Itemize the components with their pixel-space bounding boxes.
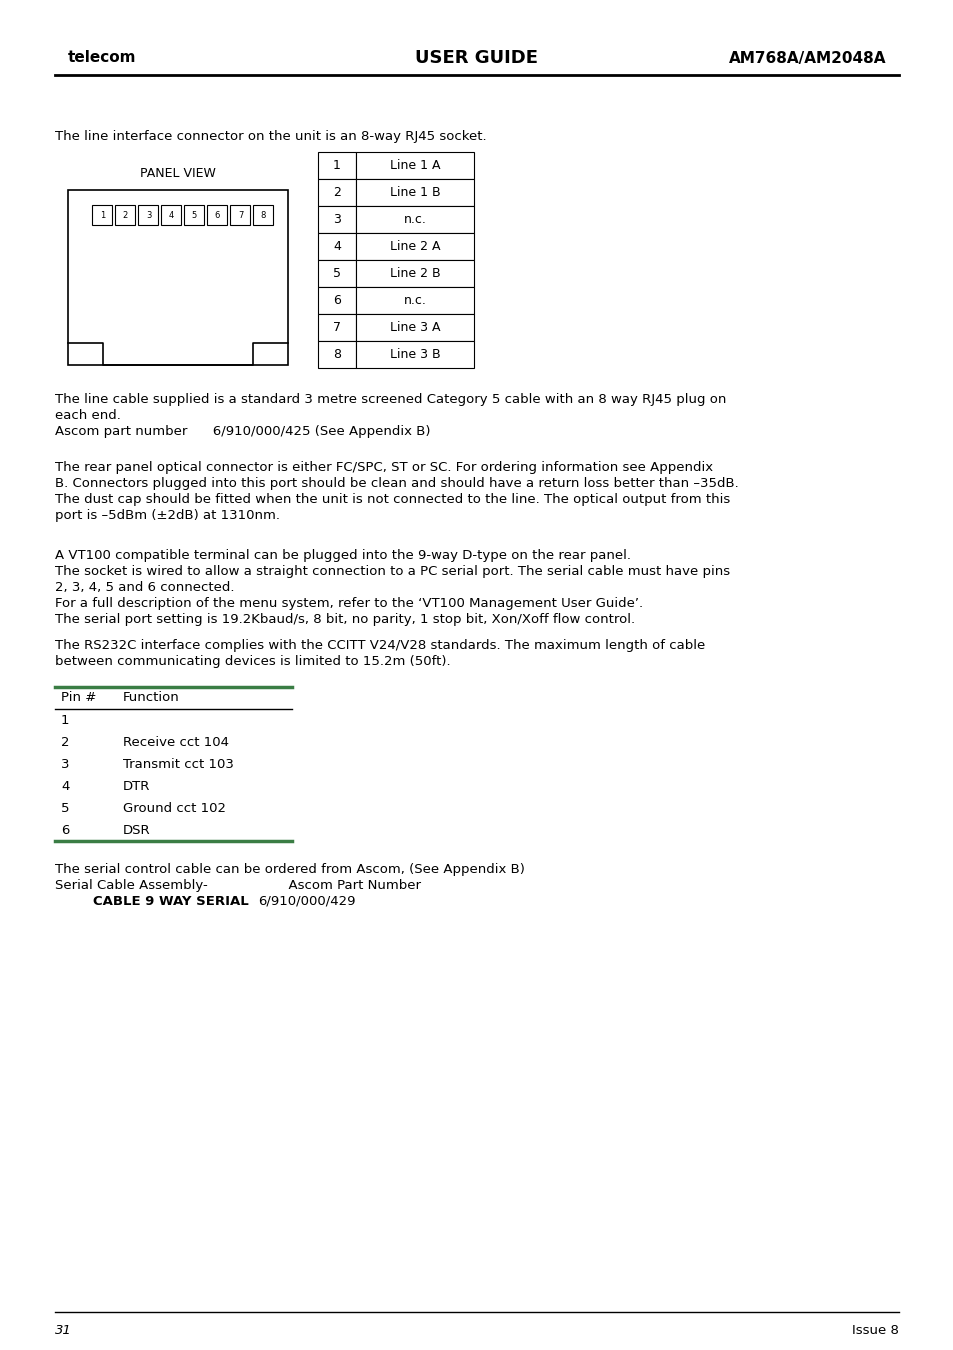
Text: The rear panel optical connector is either FC/SPC, ST or SC. For ordering inform: The rear panel optical connector is eith… [55,460,713,474]
Text: 7: 7 [237,211,243,220]
Text: each end.: each end. [55,409,121,423]
Text: Line 2 B: Line 2 B [389,267,440,279]
Text: AM768A/AM2048A: AM768A/AM2048A [728,50,885,66]
Bar [68,190,288,364]
Text: The serial port setting is 19.2Kbaud/s, 8 bit, no parity, 1 stop bit, Xon/Xoff f: The serial port setting is 19.2Kbaud/s, … [55,613,635,626]
Text: Line 1 A: Line 1 A [390,159,439,171]
Text: 5: 5 [333,267,340,279]
Text: Line 3 A: Line 3 A [390,321,439,333]
Text: n.c.: n.c. [403,213,426,225]
Text: Line 1 B: Line 1 B [389,186,440,198]
Text: telecom: telecom [68,50,136,66]
Bar [317,234,355,261]
Text: PANEL VIEW: PANEL VIEW [140,167,215,180]
Bar [231,205,251,225]
Bar [317,180,355,207]
Text: The RS232C interface complies with the CCITT V24/V28 standards. The maximum leng: The RS232C interface complies with the C… [55,639,704,652]
Text: between communicating devices is limited to 15.2m (50ft).: between communicating devices is limited… [55,655,450,668]
Bar [161,205,181,225]
Text: 2: 2 [333,186,340,198]
Text: 4: 4 [333,240,340,252]
Text: 1: 1 [61,714,70,728]
Text: 2: 2 [123,211,128,220]
Bar [115,205,135,225]
Text: port is –5dBm (±2dB) at 1310nm.: port is –5dBm (±2dB) at 1310nm. [55,509,280,522]
Bar [355,315,474,342]
Text: 7: 7 [333,321,340,333]
Bar [138,205,158,225]
Text: Receive cct 104: Receive cct 104 [123,736,229,749]
Text: Issue 8: Issue 8 [851,1323,898,1336]
Text: The socket is wired to allow a straight connection to a PC serial port. The seri: The socket is wired to allow a straight … [55,566,729,578]
Text: Ground cct 102: Ground cct 102 [123,802,226,815]
Bar [317,153,355,180]
Text: 5: 5 [192,211,197,220]
Text: Pin #: Pin # [61,691,96,703]
Text: The dust cap should be fitted when the unit is not connected to the line. The op: The dust cap should be fitted when the u… [55,493,729,506]
Bar [184,205,204,225]
Text: Line 2 A: Line 2 A [390,240,439,252]
Text: The line cable supplied is a standard 3 metre screened Category 5 cable with an : The line cable supplied is a standard 3 … [55,393,725,406]
Text: 8: 8 [333,348,340,360]
Bar [317,261,355,288]
Bar [355,234,474,261]
Text: 8: 8 [260,211,266,220]
Text: 3: 3 [146,211,151,220]
Bar [355,180,474,207]
Text: 6: 6 [333,294,340,306]
Bar [355,342,474,369]
Text: 6: 6 [61,824,70,837]
Bar [355,207,474,234]
Text: 2: 2 [61,736,70,749]
Text: DTR: DTR [123,780,151,792]
Text: The line interface connector on the unit is an 8-way RJ45 socket.: The line interface connector on the unit… [55,130,486,143]
Text: 5: 5 [61,802,70,815]
Bar [317,288,355,315]
Text: 1: 1 [100,211,105,220]
Text: A VT100 compatible terminal can be plugged into the 9-way D-type on the rear pan: A VT100 compatible terminal can be plugg… [55,549,630,562]
Text: 1: 1 [333,159,340,171]
Bar [355,153,474,180]
Text: Line 3 B: Line 3 B [389,348,440,360]
Text: Serial Cable Assembly-                   Ascom Part Number: Serial Cable Assembly- Ascom Part Number [55,879,420,892]
Text: 4: 4 [61,780,70,792]
Text: USER GUIDE: USER GUIDE [416,49,537,68]
Text: 3: 3 [61,757,70,771]
Text: CABLE 9 WAY SERIAL: CABLE 9 WAY SERIAL [92,895,249,909]
Text: For a full description of the menu system, refer to the ‘VT100 Management User G: For a full description of the menu syste… [55,597,642,610]
Text: DSR: DSR [123,824,151,837]
Text: 31: 31 [55,1323,71,1336]
Text: B. Connectors plugged into this port should be clean and should have a return lo: B. Connectors plugged into this port sho… [55,477,738,490]
Text: Function: Function [123,691,179,703]
Text: Transmit cct 103: Transmit cct 103 [123,757,233,771]
Text: n.c.: n.c. [403,294,426,306]
Bar [253,205,274,225]
Text: The serial control cable can be ordered from Ascom, (See Appendix B): The serial control cable can be ordered … [55,863,524,876]
Text: 6: 6 [214,211,220,220]
Bar [355,261,474,288]
Bar [317,315,355,342]
Text: Ascom part number      6/910/000/425 (See Appendix B): Ascom part number 6/910/000/425 (See App… [55,425,430,437]
Bar [208,205,227,225]
Text: 4: 4 [169,211,174,220]
Text: 3: 3 [333,213,340,225]
Bar [317,342,355,369]
Bar [355,288,474,315]
Text: 2, 3, 4, 5 and 6 connected.: 2, 3, 4, 5 and 6 connected. [55,580,234,594]
Text: 6/910/000/429: 6/910/000/429 [257,895,355,909]
Bar [92,205,112,225]
Bar [317,207,355,234]
